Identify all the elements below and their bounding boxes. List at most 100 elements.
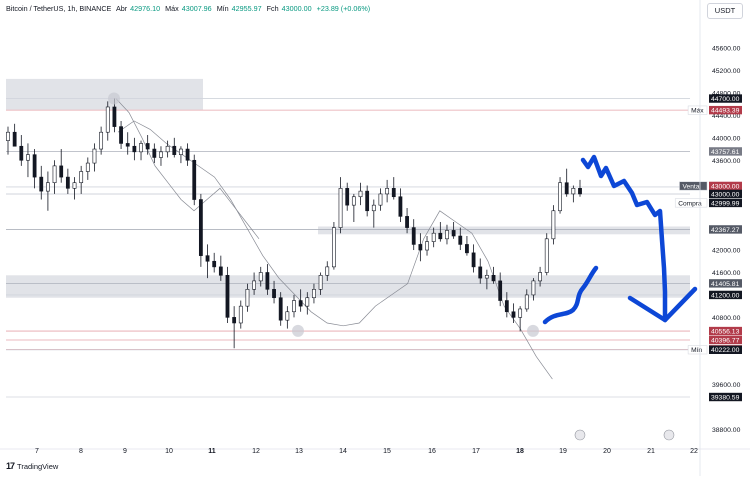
x-tick-label: 15 [383, 448, 391, 455]
candle-up [558, 182, 562, 212]
candle-down [265, 272, 270, 290]
candle-down [12, 131, 17, 147]
price-badge-text: 43000.00 [711, 191, 740, 198]
candle-up [531, 280, 536, 296]
price-badge-text: 40556.13 [711, 328, 740, 335]
candle-up [165, 145, 170, 153]
price-badge [709, 279, 742, 288]
event-flag-icon[interactable] [574, 429, 586, 441]
candle-up [332, 227, 336, 268]
price-badge-text: 40222.00 [711, 347, 740, 354]
sr-zone-0 [6, 78, 203, 110]
candle-down [345, 188, 350, 206]
pivot-marker [527, 324, 539, 337]
candle-up [425, 241, 429, 251]
candle-up [318, 274, 323, 290]
candle-down [411, 227, 416, 245]
y-tick-label: 45600.00 [712, 46, 741, 53]
candle-down [145, 143, 150, 150]
y-tick-label: 42000.00 [712, 248, 741, 255]
y-tick-label: 38800.00 [712, 427, 741, 434]
price-badge [709, 198, 742, 208]
candle-down [205, 255, 210, 262]
candle-down [278, 297, 283, 321]
candle-up [52, 165, 57, 184]
price-badge-tag-text: Compra [678, 200, 702, 207]
change-value: +23.89 (+0.06%) [316, 4, 371, 13]
candle-up [358, 190, 363, 198]
candle-down [458, 235, 463, 245]
candle-down [152, 148, 157, 158]
tradingview-logo[interactable]: 17 TradingView [6, 461, 58, 471]
price-badge [709, 345, 742, 354]
price-badge [709, 225, 742, 234]
drawn-arrowhead [627, 286, 698, 323]
candle-up [571, 188, 576, 195]
price-badge-text: 44493.39 [711, 108, 740, 115]
candle-down [59, 165, 64, 178]
price-badge [709, 326, 742, 336]
price-badge-text: 42367.27 [711, 227, 740, 234]
price-badge-text: 41405.81 [711, 281, 740, 288]
candle-up [85, 162, 90, 172]
candle-down [272, 289, 276, 299]
y-tick-label: 44000.00 [712, 135, 741, 142]
candle-down [298, 300, 303, 307]
price-badge [709, 290, 742, 300]
low-label: Mín [216, 4, 229, 13]
candle-up [431, 232, 436, 242]
candle-up [72, 182, 77, 189]
sr-zone-2 [6, 275, 690, 298]
candle-down [564, 182, 569, 195]
sr-zone-1 [318, 226, 690, 235]
candle-up [238, 305, 243, 324]
price-badge-tag-text: Máx [691, 108, 704, 115]
open-value: 42976.10 [130, 4, 161, 13]
event-flag-icon[interactable] [663, 429, 675, 441]
candle-down [125, 143, 130, 147]
candle-up [371, 204, 376, 212]
candle-up [292, 300, 296, 313]
low-value: 42955.97 [231, 4, 262, 13]
candle-down [511, 311, 516, 318]
candle-down [365, 190, 370, 212]
symbol-header: Bitcoin / TetherUS, 1h, BINANCE Abr 42976… [6, 4, 373, 13]
candle-up [79, 171, 84, 184]
candle-up [385, 188, 390, 195]
price-badge-text: 43000.00 [711, 183, 740, 190]
price-badge [709, 189, 742, 199]
price-badge-text: 44700.00 [711, 96, 740, 103]
candle-down [32, 154, 37, 178]
candle-down [471, 252, 476, 268]
x-tick-label: 14 [339, 448, 347, 455]
candle-up [139, 143, 143, 153]
price-badge [709, 392, 742, 402]
x-tick-label: 17 [472, 448, 480, 455]
tradingview-logo-icon: 17 [6, 461, 15, 471]
x-tick-label: 8 [79, 448, 83, 455]
candle-up [159, 151, 163, 158]
currency-button[interactable]: USDT [707, 3, 743, 19]
candle-down [119, 126, 123, 144]
y-tick-label: 44400.00 [712, 113, 741, 120]
price-badge [709, 181, 742, 191]
candle-down [65, 176, 70, 189]
price-badge-tag [674, 198, 708, 208]
price-badge-tag-text: Mín [691, 347, 702, 354]
tradingview-label: TradingView [17, 461, 59, 471]
candle-up [484, 274, 489, 279]
candle-up [445, 230, 449, 240]
close-label: Fch [266, 4, 279, 13]
candle-up [325, 266, 330, 276]
candle-down [225, 274, 230, 318]
x-tick-label: 19 [559, 448, 567, 455]
price-badge-text: 39380.59 [711, 394, 740, 401]
candle-down [405, 216, 409, 228]
drawn-arrow-down [580, 154, 668, 323]
symbol-name[interactable]: Bitcoin / TetherUS, 1h, BINANCE [6, 4, 112, 13]
overlay-line [117, 120, 553, 380]
candle-down [498, 280, 503, 301]
candle-down [398, 196, 403, 217]
